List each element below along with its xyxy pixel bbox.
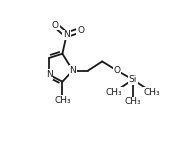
Text: O: O: [77, 26, 84, 35]
Text: CH₃: CH₃: [106, 88, 122, 97]
Text: N: N: [46, 70, 53, 79]
Text: O: O: [113, 66, 120, 75]
Text: O: O: [52, 21, 59, 30]
Text: CH₃: CH₃: [54, 96, 71, 105]
Text: N: N: [63, 30, 70, 39]
Text: CH₃: CH₃: [125, 97, 141, 106]
Text: CH₃: CH₃: [143, 88, 160, 97]
Text: Si: Si: [129, 75, 137, 84]
Text: N: N: [70, 66, 76, 75]
